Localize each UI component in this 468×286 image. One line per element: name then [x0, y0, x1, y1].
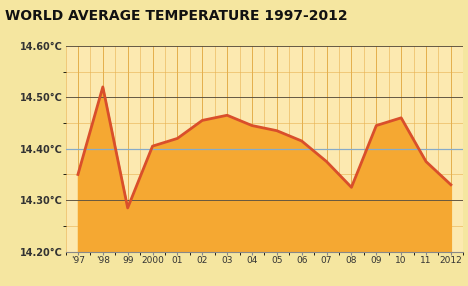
Text: WORLD AVERAGE TEMPERATURE 1997-2012: WORLD AVERAGE TEMPERATURE 1997-2012 — [5, 9, 347, 23]
